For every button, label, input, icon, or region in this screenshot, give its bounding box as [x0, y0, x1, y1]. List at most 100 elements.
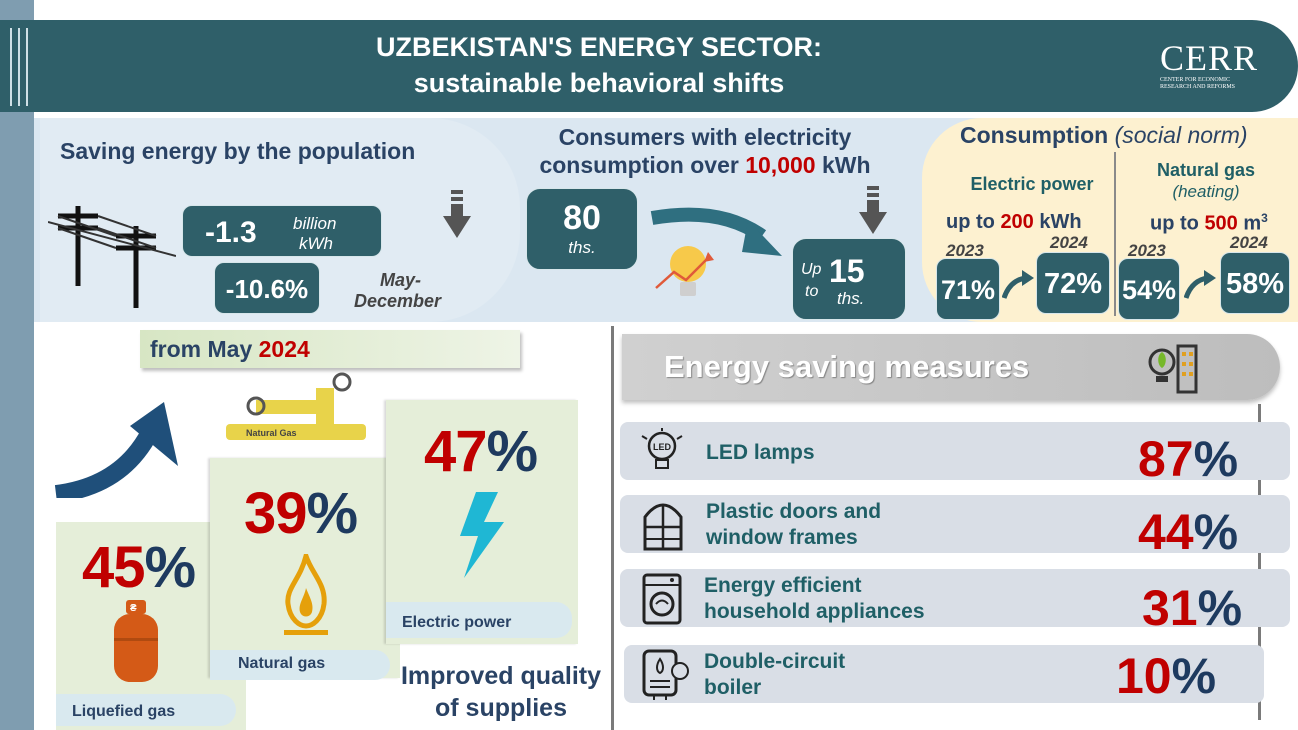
- gas-cylinder-icon: ₴: [114, 600, 158, 682]
- consumers-from-value: 80: [563, 199, 601, 237]
- tariff-sign-electric: %: [486, 419, 539, 484]
- curved-arrow-icon: [650, 207, 782, 256]
- measure-pct-appliances: 31%: [1142, 579, 1242, 637]
- tariff-num-liquefied: 45: [82, 535, 146, 600]
- consumers-threshold: 10,000: [745, 152, 816, 178]
- led-badge: LED: [653, 442, 672, 452]
- flame-icon: [284, 554, 328, 635]
- gas-norm-sup: 3: [1261, 211, 1268, 225]
- gas-year-b: 2024: [1230, 233, 1268, 252]
- tariff-label-bg-2: [210, 650, 390, 680]
- led-lamp-icon: LED: [641, 428, 683, 469]
- measure-pct-boiler: 10%: [1116, 647, 1216, 705]
- saving-period-line2: December: [354, 291, 442, 311]
- cerr-logo-subtext: CENTER FOR ECONOMIC RESEARCH AND REFORMS: [1160, 77, 1236, 90]
- header-title-line1: UZBEKISTAN'S ENERGY SECTOR:: [376, 32, 822, 62]
- cylinder-mark: ₴: [130, 603, 137, 614]
- tariff-num-electric: 47: [424, 419, 488, 484]
- from-may-pre: from May: [150, 336, 259, 362]
- tariff-num-natural-gas: 39: [244, 481, 308, 546]
- measure-num-appliances: 31: [1142, 580, 1198, 636]
- header-banner: [0, 20, 1298, 112]
- gas-norm: up to 500 m3: [1150, 211, 1268, 236]
- measure-label-appliances-1: Energy efficient: [704, 574, 862, 597]
- measure-sign-boiler: %: [1171, 648, 1217, 704]
- improved-quality-line1: Improved quality: [400, 662, 602, 690]
- measure-pct-led: 87%: [1138, 430, 1238, 488]
- measure-num-led: 87: [1138, 431, 1194, 487]
- tariff-label-bg-3: [386, 602, 572, 638]
- consumers-title-pre: consumption over: [539, 152, 746, 178]
- measure-label-boiler-2: boiler: [704, 676, 762, 699]
- tariff-sign-liquefied: %: [144, 535, 197, 600]
- header-stripes: [8, 28, 34, 106]
- cerr-logo: CERR CENTER FOR ECONOMIC RESEARCH AND RE…: [1160, 38, 1290, 90]
- tariff-card-natural-gas: 39% Natural gas: [210, 458, 400, 680]
- lightbulb-growth-icon: [655, 246, 714, 296]
- cerr-logo-text: CERR: [1160, 38, 1259, 78]
- consumers-to-unit: ths.: [837, 289, 865, 308]
- electric-pct-b-tile: 72%: [1036, 252, 1110, 314]
- gas-year-a: 2023: [1128, 241, 1166, 260]
- measure-row-boiler: Double-circuit boiler 10%: [624, 645, 1264, 705]
- gas-label: Natural gas: [1156, 160, 1256, 180]
- saving-percent: -10.6%: [225, 274, 309, 304]
- gas-norm-value: 500: [1204, 212, 1238, 235]
- measure-row-appliances: Energy efficient household appliances 31…: [620, 569, 1290, 636]
- consumption-title-main: Consumption: [960, 122, 1109, 148]
- up-arrow-icon-2: [1184, 270, 1216, 299]
- boiler-icon: [642, 649, 689, 700]
- electric-pct-a-tile: 71%: [936, 258, 1000, 320]
- consumption-divider: [1114, 152, 1116, 316]
- electric-pct-a: 71%: [940, 275, 996, 305]
- consumers-threshold-unit: kWh: [815, 152, 871, 178]
- saving-percent-tile: -10.6%: [214, 262, 320, 314]
- gas-pct-a-tile: 54%: [1118, 258, 1180, 320]
- measure-sign-appliances: %: [1197, 580, 1243, 636]
- big-up-arrow-icon: [54, 402, 178, 498]
- measure-label-windows-2: window frames: [706, 526, 858, 549]
- tariff-card-electric: 47% Electric power: [386, 400, 578, 644]
- gas-norm-unit: m: [1237, 212, 1262, 235]
- consumers-to-prefix2: to: [805, 283, 819, 300]
- gas-pct-b: 58%: [1225, 268, 1285, 300]
- measure-row-windows: Plastic doors and window frames 44%: [620, 495, 1290, 560]
- eco-building-icon: [1148, 344, 1198, 394]
- tariff-pct-natural-gas: 39%: [244, 480, 359, 547]
- electric-year-a: 2023: [946, 241, 984, 260]
- electric-pct-b: 72%: [1043, 268, 1103, 300]
- measure-sign-windows: %: [1193, 504, 1239, 560]
- gas-pipe-icon: Natural Gas: [226, 372, 366, 440]
- from-may-banner: from May 2024: [140, 330, 520, 368]
- consumers-to-prefix1: Up: [801, 261, 822, 278]
- measure-label-boiler-1: Double-circuit: [704, 650, 846, 673]
- tariff-pct-electric: 47%: [424, 418, 539, 485]
- measure-label-led: LED lamps: [706, 441, 815, 464]
- gas-label-note: (heating): [1172, 182, 1240, 201]
- consumers-title-line1: Consumers with electricity: [558, 124, 852, 150]
- saving-title: Saving energy by the population: [60, 138, 416, 164]
- consumers-to-tile: Up to 15 ths.: [792, 238, 906, 320]
- window-icon: [643, 503, 683, 551]
- header-title-line2: sustainable behavioral shifts: [413, 68, 785, 98]
- consumption-title-note: (social norm): [1114, 122, 1248, 148]
- measure-pct-windows: 44%: [1138, 503, 1238, 561]
- side-strip: [0, 0, 34, 730]
- pipe-label: Natural Gas: [246, 428, 297, 438]
- consumers-from-tile: 80 ths.: [526, 188, 638, 270]
- electric-norm: up to 200 kWh: [946, 211, 1082, 234]
- tariff-pct-liquefied: 45%: [82, 534, 197, 601]
- measure-sign-led: %: [1193, 431, 1239, 487]
- electric-norm-pre: up to: [946, 211, 1001, 233]
- saving-value-tile: -1.3 billion kWh: [182, 205, 382, 257]
- tariff-sign-natural-gas: %: [306, 481, 359, 546]
- tariff-label-bg: [56, 694, 236, 726]
- electric-norm-value: 200: [1000, 211, 1034, 233]
- down-arrow-icon-2: [859, 186, 887, 234]
- power-pylon-icon: [48, 206, 176, 308]
- measure-label-appliances-2: household appliances: [704, 600, 925, 623]
- gas-norm-pre: up to: [1150, 212, 1205, 235]
- measure-label-windows-1: Plastic doors and: [706, 500, 882, 523]
- electric-year-b: 2024: [1050, 233, 1088, 252]
